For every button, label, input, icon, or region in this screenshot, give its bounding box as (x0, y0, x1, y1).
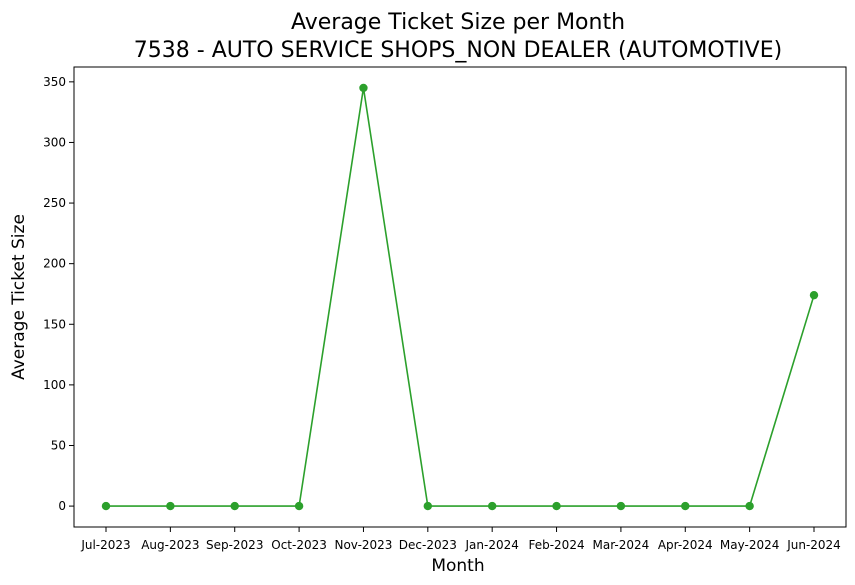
y-tick-label: 100 (43, 378, 66, 392)
x-tick-label: Mar-2024 (593, 538, 650, 552)
data-point (359, 83, 368, 93)
plot-frame (73, 66, 847, 528)
data-point (166, 501, 175, 511)
y-axis-label: Average Ticket Size (9, 214, 29, 380)
y-tick-label: 300 (43, 135, 66, 149)
x-tick-label: Jun-2024 (786, 538, 841, 552)
data-point (294, 501, 304, 511)
x-tick-label: Sep-2023 (206, 538, 264, 552)
x-tick-label: Nov-2023 (334, 538, 392, 552)
data-point (552, 501, 561, 511)
data-point (487, 501, 497, 511)
data-point (423, 501, 433, 511)
x-tick-label: Dec-2023 (399, 538, 457, 552)
y-tick-label: 0 (58, 499, 66, 513)
y-tick-label: 350 (43, 75, 66, 89)
x-tick-label: Feb-2024 (528, 538, 584, 552)
x-tick-label: Jul-2023 (80, 538, 130, 552)
y-tick-label: 250 (43, 196, 66, 210)
x-tick-label: Aug-2023 (141, 538, 199, 552)
data-point (101, 501, 111, 511)
data-point (809, 290, 819, 300)
data-point (230, 501, 239, 511)
x-tick-label: May-2024 (720, 538, 779, 552)
x-tick-label: Oct-2023 (271, 538, 327, 552)
x-tick-label: Apr-2024 (658, 538, 713, 552)
x-axis-label: Month (431, 556, 484, 576)
plot-area (101, 83, 819, 511)
y-axis: 0 50 100 150 200 250 300 350 (43, 75, 74, 513)
data-point (681, 501, 690, 511)
y-tick-label: 150 (43, 317, 66, 331)
y-tick-label: 50 (51, 438, 66, 452)
x-axis: Jul-2023 Aug-2023 Sep-2023 Oct-2023 Nov-2023… (80, 527, 841, 552)
chart-title: Average Ticket Size per Month (291, 10, 625, 35)
data-point (616, 501, 626, 511)
y-tick-label: 200 (43, 257, 66, 271)
chart-subtitle: 7538 - AUTO SERVICE SHOPS_NON DEALER (AU… (134, 38, 782, 63)
x-tick-label: Jan-2024 (464, 538, 518, 552)
data-point (745, 501, 754, 511)
series-line (106, 87, 815, 507)
